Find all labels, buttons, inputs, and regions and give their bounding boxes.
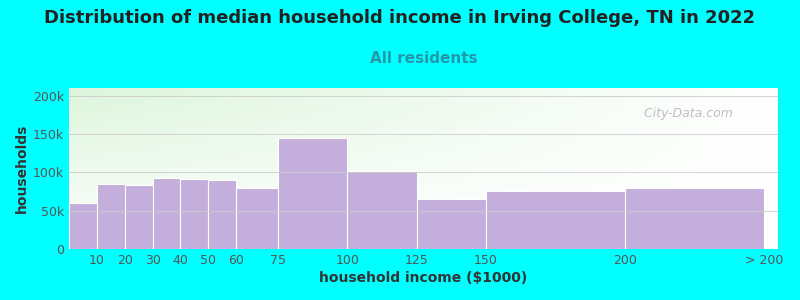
Bar (125, 185, 153, 249)
Bar (208, 180, 236, 249)
Bar (625, 188, 764, 249)
Bar (180, 179, 208, 249)
Bar (278, 138, 347, 249)
Bar (236, 188, 278, 249)
Bar (153, 178, 180, 249)
X-axis label: household income ($1000): household income ($1000) (319, 271, 528, 285)
Bar (97, 184, 125, 249)
Title: All residents: All residents (370, 51, 478, 66)
Bar (486, 191, 625, 249)
Text: Distribution of median household income in Irving College, TN in 2022: Distribution of median household income … (45, 9, 755, 27)
Text: City-Data.com: City-Data.com (636, 107, 733, 120)
Bar (347, 171, 417, 249)
Bar (69, 203, 97, 249)
Bar (417, 199, 486, 249)
Y-axis label: households: households (15, 124, 29, 213)
